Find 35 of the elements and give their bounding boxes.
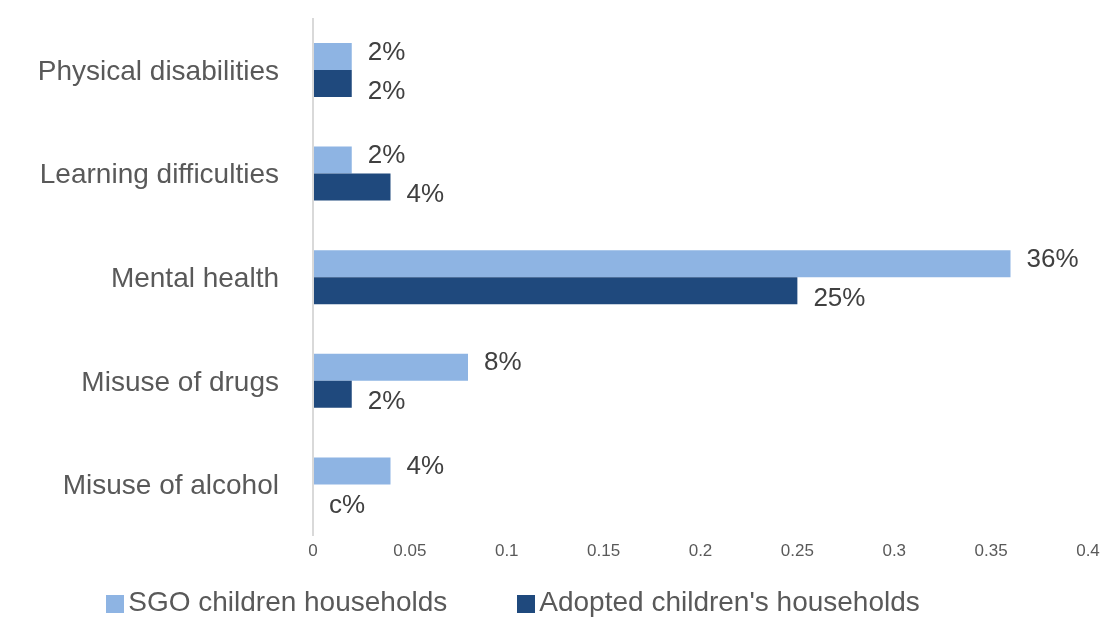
bar (313, 380, 352, 408)
bar (313, 173, 391, 201)
x-tick-label: 0.3 (882, 541, 907, 561)
text: c% (329, 488, 366, 519)
bar (313, 146, 352, 174)
y-tick-label: Misuse of alcohol (62, 469, 279, 501)
bar (313, 353, 468, 381)
legend-label: Adopted children's households (539, 586, 920, 617)
data-label: 2% (367, 74, 406, 105)
x-tick-label: 0.15 (587, 541, 621, 561)
bar (313, 457, 391, 485)
data-label: 36% (1026, 242, 1079, 273)
x-tick-label: 0.4 (1076, 541, 1100, 561)
legend-label: SGO children households (128, 586, 448, 617)
y-tick-label: Learning difficulties (39, 158, 279, 190)
y-tick-label: Mental health (110, 261, 279, 293)
x-tick-label: 0 (308, 541, 318, 561)
data-label: 4% (406, 178, 445, 209)
x-tick-label: 0.05 (393, 541, 427, 561)
data-label: 2% (367, 35, 406, 66)
data-label: 2% (367, 139, 406, 170)
x-tick-label: 0.2 (688, 541, 713, 561)
data-label: 25% (813, 281, 866, 312)
x-tick-label: 0.1 (494, 541, 519, 561)
data-label: 4% (406, 449, 445, 480)
y-tick-label: Misuse of drugs (81, 365, 279, 397)
bar (313, 43, 352, 70)
y-tick-label: Physical disabilities (37, 54, 279, 86)
bar (313, 277, 798, 305)
x-tick-label: 0.35 (974, 541, 1008, 561)
data-label: 8% (484, 346, 522, 377)
x-tick-label: 0.25 (780, 541, 814, 561)
bar (313, 70, 352, 97)
bar (313, 250, 1011, 278)
data-label: 2% (367, 385, 406, 416)
